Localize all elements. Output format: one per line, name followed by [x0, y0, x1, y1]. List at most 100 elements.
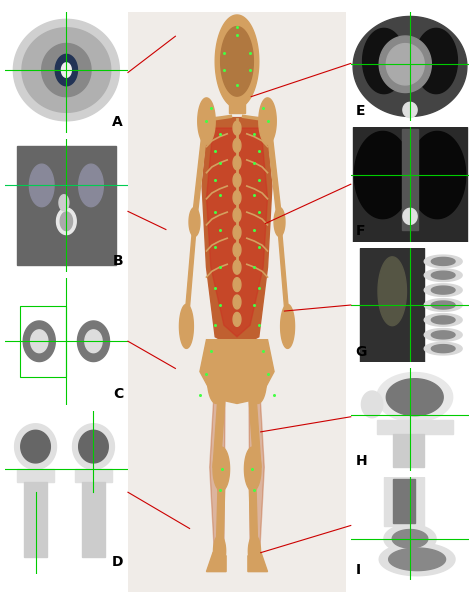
Polygon shape — [213, 447, 229, 491]
Text: F: F — [356, 224, 365, 238]
Polygon shape — [31, 330, 48, 353]
Polygon shape — [363, 28, 405, 94]
Polygon shape — [233, 208, 241, 222]
Polygon shape — [259, 98, 276, 144]
Polygon shape — [424, 255, 462, 268]
Polygon shape — [77, 321, 109, 362]
Polygon shape — [202, 118, 272, 349]
Polygon shape — [210, 392, 225, 554]
Bar — [19, 306, 66, 377]
Polygon shape — [229, 94, 245, 113]
Polygon shape — [233, 260, 241, 274]
Polygon shape — [213, 535, 226, 568]
Polygon shape — [215, 15, 259, 108]
Polygon shape — [424, 329, 462, 341]
Polygon shape — [424, 284, 462, 297]
Polygon shape — [17, 146, 116, 265]
Polygon shape — [267, 122, 281, 221]
Polygon shape — [431, 345, 455, 353]
Polygon shape — [274, 208, 285, 237]
Polygon shape — [221, 27, 253, 96]
Polygon shape — [392, 530, 428, 548]
Polygon shape — [216, 471, 225, 554]
Polygon shape — [431, 286, 455, 294]
Polygon shape — [23, 321, 55, 362]
Polygon shape — [393, 434, 424, 467]
Polygon shape — [424, 342, 462, 355]
Text: G: G — [356, 345, 367, 359]
Polygon shape — [379, 543, 455, 576]
Polygon shape — [233, 138, 241, 152]
Text: C: C — [113, 387, 123, 401]
Polygon shape — [180, 304, 193, 349]
Polygon shape — [403, 102, 417, 118]
Polygon shape — [82, 483, 105, 557]
Polygon shape — [362, 391, 383, 418]
Polygon shape — [15, 424, 56, 469]
Polygon shape — [233, 312, 241, 326]
Polygon shape — [248, 535, 261, 568]
Polygon shape — [360, 248, 424, 362]
Polygon shape — [389, 548, 446, 571]
Polygon shape — [379, 36, 431, 92]
Polygon shape — [198, 98, 215, 144]
Text: H: H — [356, 454, 367, 468]
Polygon shape — [415, 28, 457, 94]
Polygon shape — [386, 379, 443, 416]
Polygon shape — [73, 424, 114, 469]
Polygon shape — [233, 243, 241, 257]
Polygon shape — [424, 269, 462, 281]
Polygon shape — [249, 471, 258, 554]
Text: I: I — [356, 563, 361, 577]
Polygon shape — [384, 477, 424, 527]
Text: D: D — [111, 555, 123, 569]
Polygon shape — [25, 483, 46, 557]
Polygon shape — [16, 312, 63, 370]
Polygon shape — [393, 479, 415, 523]
Polygon shape — [424, 313, 462, 326]
Polygon shape — [377, 420, 453, 434]
Polygon shape — [249, 389, 261, 476]
Polygon shape — [248, 553, 267, 571]
Polygon shape — [75, 469, 112, 483]
Polygon shape — [13, 19, 119, 121]
Polygon shape — [55, 54, 77, 86]
Polygon shape — [377, 373, 453, 422]
Polygon shape — [403, 208, 417, 224]
Polygon shape — [193, 122, 207, 221]
Polygon shape — [249, 392, 264, 554]
Polygon shape — [384, 524, 436, 553]
Polygon shape — [401, 129, 418, 230]
Polygon shape — [431, 271, 455, 279]
Polygon shape — [424, 299, 462, 311]
Polygon shape — [22, 28, 111, 112]
Polygon shape — [70, 312, 117, 370]
Polygon shape — [207, 553, 226, 571]
Polygon shape — [42, 43, 91, 97]
Polygon shape — [431, 257, 455, 265]
Polygon shape — [233, 295, 241, 309]
Polygon shape — [60, 212, 73, 231]
Polygon shape — [353, 16, 467, 117]
Polygon shape — [128, 12, 346, 592]
Polygon shape — [353, 127, 467, 242]
Polygon shape — [233, 121, 241, 135]
Polygon shape — [21, 430, 50, 463]
Polygon shape — [386, 43, 424, 85]
Polygon shape — [233, 278, 241, 292]
Polygon shape — [233, 191, 241, 205]
Polygon shape — [378, 257, 406, 326]
Polygon shape — [281, 304, 294, 349]
Polygon shape — [431, 301, 455, 309]
Polygon shape — [200, 339, 274, 403]
Text: E: E — [356, 103, 365, 118]
Polygon shape — [278, 223, 288, 318]
Polygon shape — [189, 208, 200, 237]
Polygon shape — [85, 330, 102, 353]
Polygon shape — [233, 156, 241, 170]
Polygon shape — [79, 430, 108, 463]
Polygon shape — [79, 164, 103, 207]
Polygon shape — [62, 63, 71, 77]
Polygon shape — [213, 389, 225, 476]
Polygon shape — [245, 447, 261, 491]
